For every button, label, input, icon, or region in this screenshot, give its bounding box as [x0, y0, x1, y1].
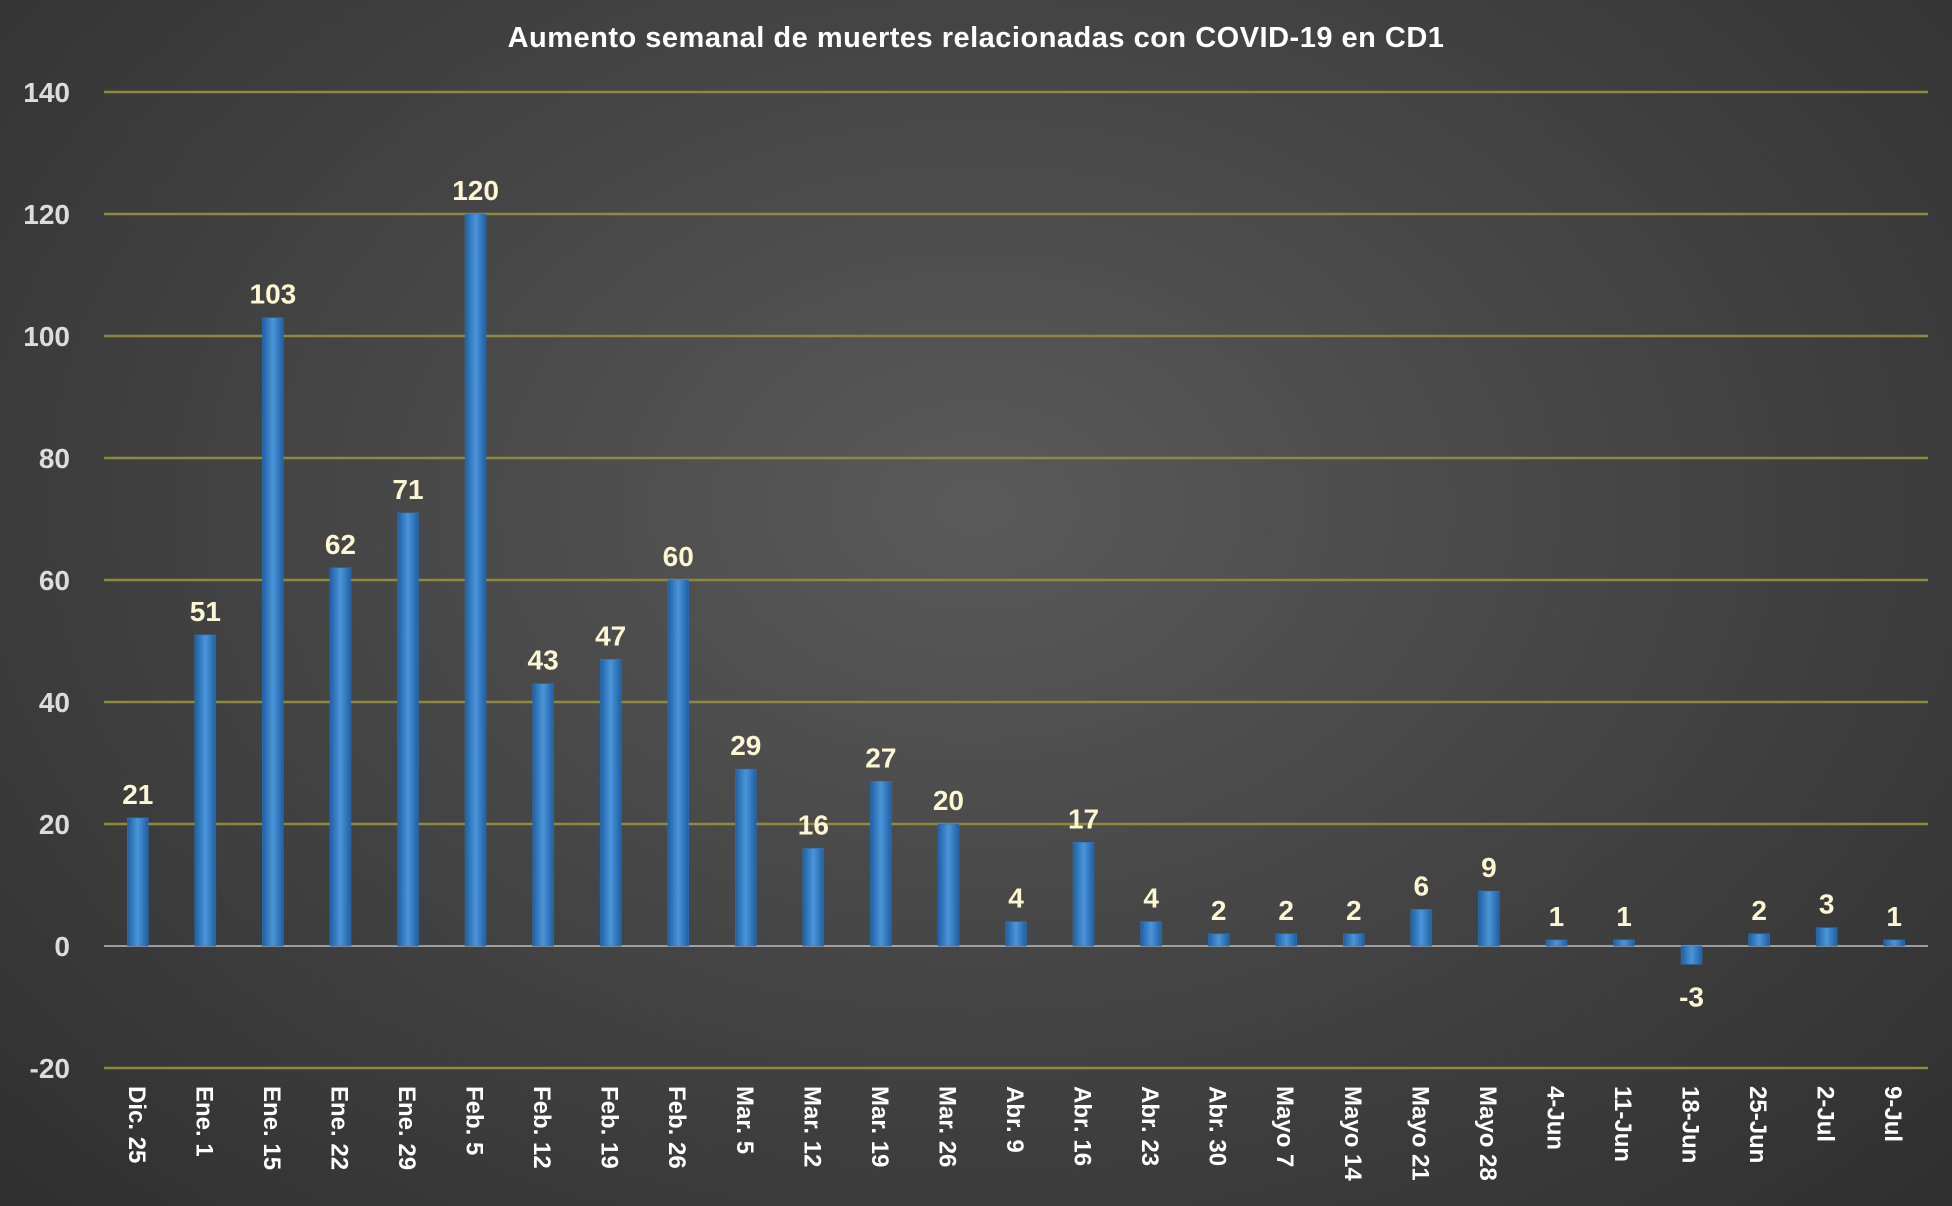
bar	[464, 213, 487, 947]
data-label: 16	[798, 809, 829, 840]
x-tick-label: Abr. 16	[1069, 1086, 1096, 1166]
data-label: 21	[122, 779, 153, 810]
y-tick-label: 60	[39, 565, 70, 596]
y-tick-label: 120	[23, 199, 70, 230]
data-label: -3	[1679, 981, 1704, 1012]
data-label: 62	[325, 529, 356, 560]
x-tick-label: 4-Jun	[1541, 1086, 1568, 1150]
data-label: 27	[865, 742, 896, 773]
bar	[735, 768, 757, 947]
data-label: 4	[1008, 883, 1024, 914]
x-tick-label: Feb. 12	[528, 1086, 555, 1169]
x-tick-label: Mar. 5	[731, 1086, 758, 1154]
bar	[1680, 945, 1703, 965]
x-tick-label: Mar. 12	[798, 1086, 825, 1167]
data-label: 43	[528, 645, 559, 676]
bar	[1545, 939, 1568, 947]
x-tick-label: Ene. 22	[325, 1086, 352, 1170]
bar	[262, 317, 284, 947]
bar	[1613, 939, 1635, 947]
x-tick-label: 9-Jul	[1879, 1086, 1906, 1142]
x-tick-label: 2-Jul	[1812, 1086, 1839, 1142]
bar	[1343, 933, 1365, 947]
x-tick-label: Mar. 26	[933, 1086, 960, 1167]
x-tick-label: 25-Jun	[1744, 1086, 1771, 1163]
x-tick-label: Dic. 25	[123, 1086, 150, 1163]
bar	[599, 659, 622, 947]
x-tick-label: Abr. 9	[1001, 1086, 1028, 1153]
bar	[802, 848, 825, 947]
x-tick-label: Feb. 5	[461, 1086, 488, 1155]
y-tick-label: 40	[39, 687, 70, 718]
bar	[1478, 890, 1500, 947]
bar	[870, 781, 892, 947]
bar	[1883, 939, 1905, 947]
x-tick-label: 11-Jun	[1609, 1086, 1636, 1162]
bar	[1005, 921, 1027, 947]
x-tick-label: Mayo 14	[1339, 1086, 1366, 1181]
bar	[1140, 921, 1162, 947]
x-tick-label: Abr. 30	[1204, 1086, 1231, 1166]
data-label: 2	[1278, 895, 1294, 926]
x-tick-label: 18-Jun	[1677, 1086, 1704, 1163]
data-label: 47	[595, 620, 626, 651]
bar	[194, 634, 217, 947]
data-label: 9	[1481, 852, 1497, 883]
data-label: 2	[1751, 895, 1767, 926]
data-label: 29	[730, 730, 761, 761]
data-label: 3	[1819, 889, 1835, 920]
data-label: 1	[1549, 901, 1565, 932]
data-label: 60	[663, 541, 694, 572]
bar	[667, 579, 689, 947]
x-tick-label: Ene. 1	[190, 1086, 217, 1157]
x-tick-label: Mayo 21	[1406, 1086, 1433, 1181]
data-label: 4	[1143, 883, 1159, 914]
bar	[532, 683, 554, 947]
x-tick-label: Feb. 26	[663, 1086, 690, 1169]
bar	[1748, 933, 1770, 947]
bar	[1072, 842, 1095, 947]
y-tick-label: 100	[23, 321, 70, 352]
x-tick-label: Mayo 7	[1271, 1086, 1298, 1167]
x-tick-label: Mar. 19	[866, 1086, 893, 1167]
data-label: 17	[1068, 803, 1099, 834]
data-label: 51	[190, 596, 221, 627]
y-tick-label: 80	[39, 443, 70, 474]
data-label: 20	[933, 785, 964, 816]
data-label: 71	[392, 474, 423, 505]
bar	[329, 567, 352, 947]
y-tick-label: 0	[54, 931, 70, 962]
x-tick-label: Feb. 19	[596, 1086, 623, 1169]
bar	[1207, 933, 1230, 947]
data-label: 120	[452, 175, 499, 206]
x-tick-label: Ene. 15	[258, 1086, 285, 1170]
bar	[127, 817, 149, 947]
data-label: 2	[1346, 895, 1362, 926]
y-tick-label: 140	[23, 77, 70, 108]
bar	[397, 512, 419, 947]
bar	[1275, 933, 1297, 947]
data-label: 6	[1414, 870, 1430, 901]
data-label: 103	[250, 279, 297, 310]
data-label: 1	[1886, 901, 1902, 932]
x-tick-label: Ene. 29	[393, 1086, 420, 1170]
y-axis-ticks: -20 0 20 40 60 80 100 120 140	[23, 77, 70, 1084]
chart-title: Aumento semanal de muertes relacionadas …	[508, 22, 1445, 54]
bars	[127, 213, 1905, 965]
x-tick-label: Abr. 23	[1136, 1086, 1163, 1166]
x-tick-label: Mayo 28	[1474, 1086, 1501, 1181]
bar	[1410, 909, 1433, 947]
bar	[1815, 927, 1838, 947]
bar	[937, 823, 960, 947]
data-label: 2	[1211, 895, 1227, 926]
y-tick-label: -20	[30, 1053, 70, 1084]
data-label: 1	[1616, 901, 1632, 932]
y-tick-label: 20	[39, 809, 70, 840]
x-axis-ticks: Dic. 25 Ene. 1 Ene. 15 Ene. 22 Ene. 29 Feb. 5…	[123, 1086, 1906, 1181]
